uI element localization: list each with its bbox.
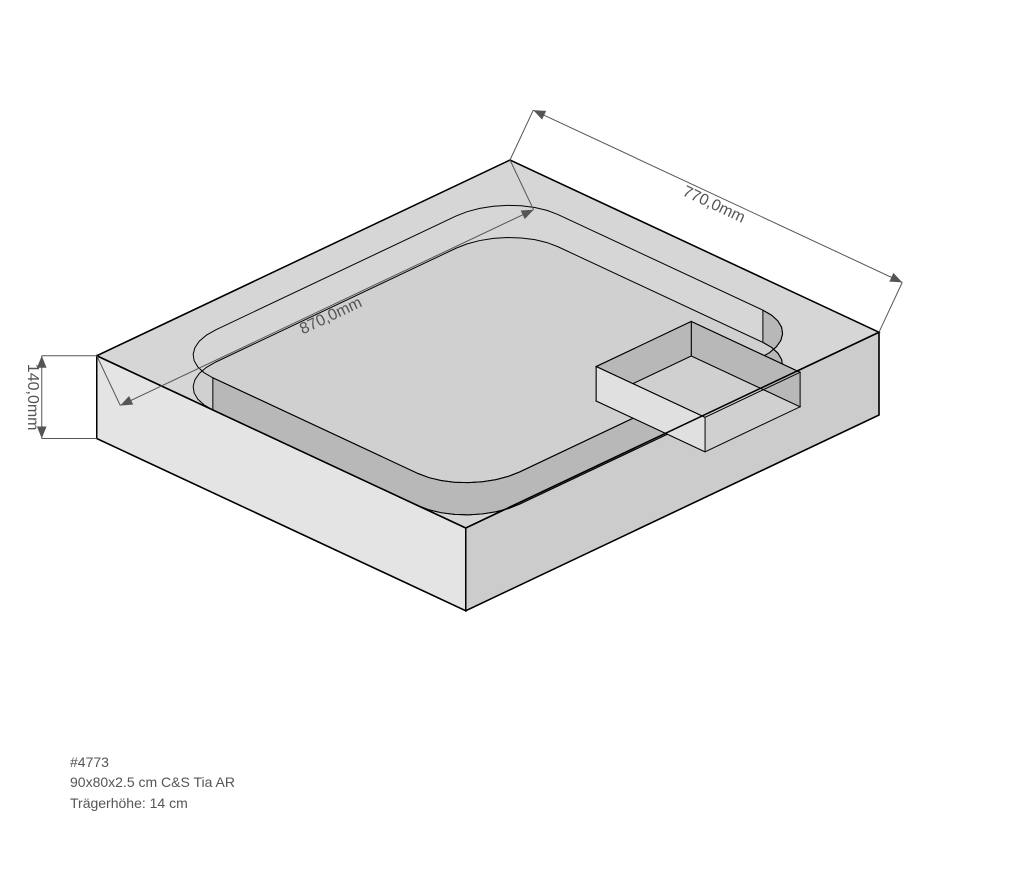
dim-height: 140,0mm <box>24 356 97 439</box>
meta-info: #4773 90x80x2.5 cm C&S Tia AR Trägerhöhe… <box>70 752 235 813</box>
meta-id: #4773 <box>70 752 235 772</box>
meta-height: Trägerhöhe: 14 cm <box>70 793 235 813</box>
dim-right-top-label: 770,0mm <box>680 183 748 227</box>
meta-description: 90x80x2.5 cm C&S Tia AR <box>70 772 235 792</box>
dim-height-label: 140,0mm <box>24 364 41 431</box>
